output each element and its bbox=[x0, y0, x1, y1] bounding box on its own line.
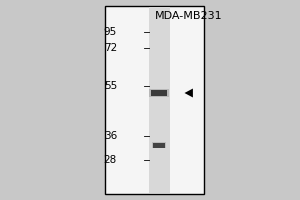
Bar bbox=[148, 7, 170, 193]
Bar bbox=[151, 90, 167, 96]
Text: MDA-MB231: MDA-MB231 bbox=[154, 11, 222, 21]
Text: 95: 95 bbox=[104, 27, 117, 37]
Bar bbox=[152, 142, 166, 148]
Bar bbox=[153, 142, 165, 148]
Bar bbox=[149, 89, 169, 97]
Text: 36: 36 bbox=[104, 131, 117, 141]
Text: 28: 28 bbox=[104, 155, 117, 165]
Text: 55: 55 bbox=[104, 81, 117, 91]
Polygon shape bbox=[184, 89, 193, 97]
Text: 72: 72 bbox=[104, 43, 117, 53]
Bar bbox=[105, 6, 204, 194]
